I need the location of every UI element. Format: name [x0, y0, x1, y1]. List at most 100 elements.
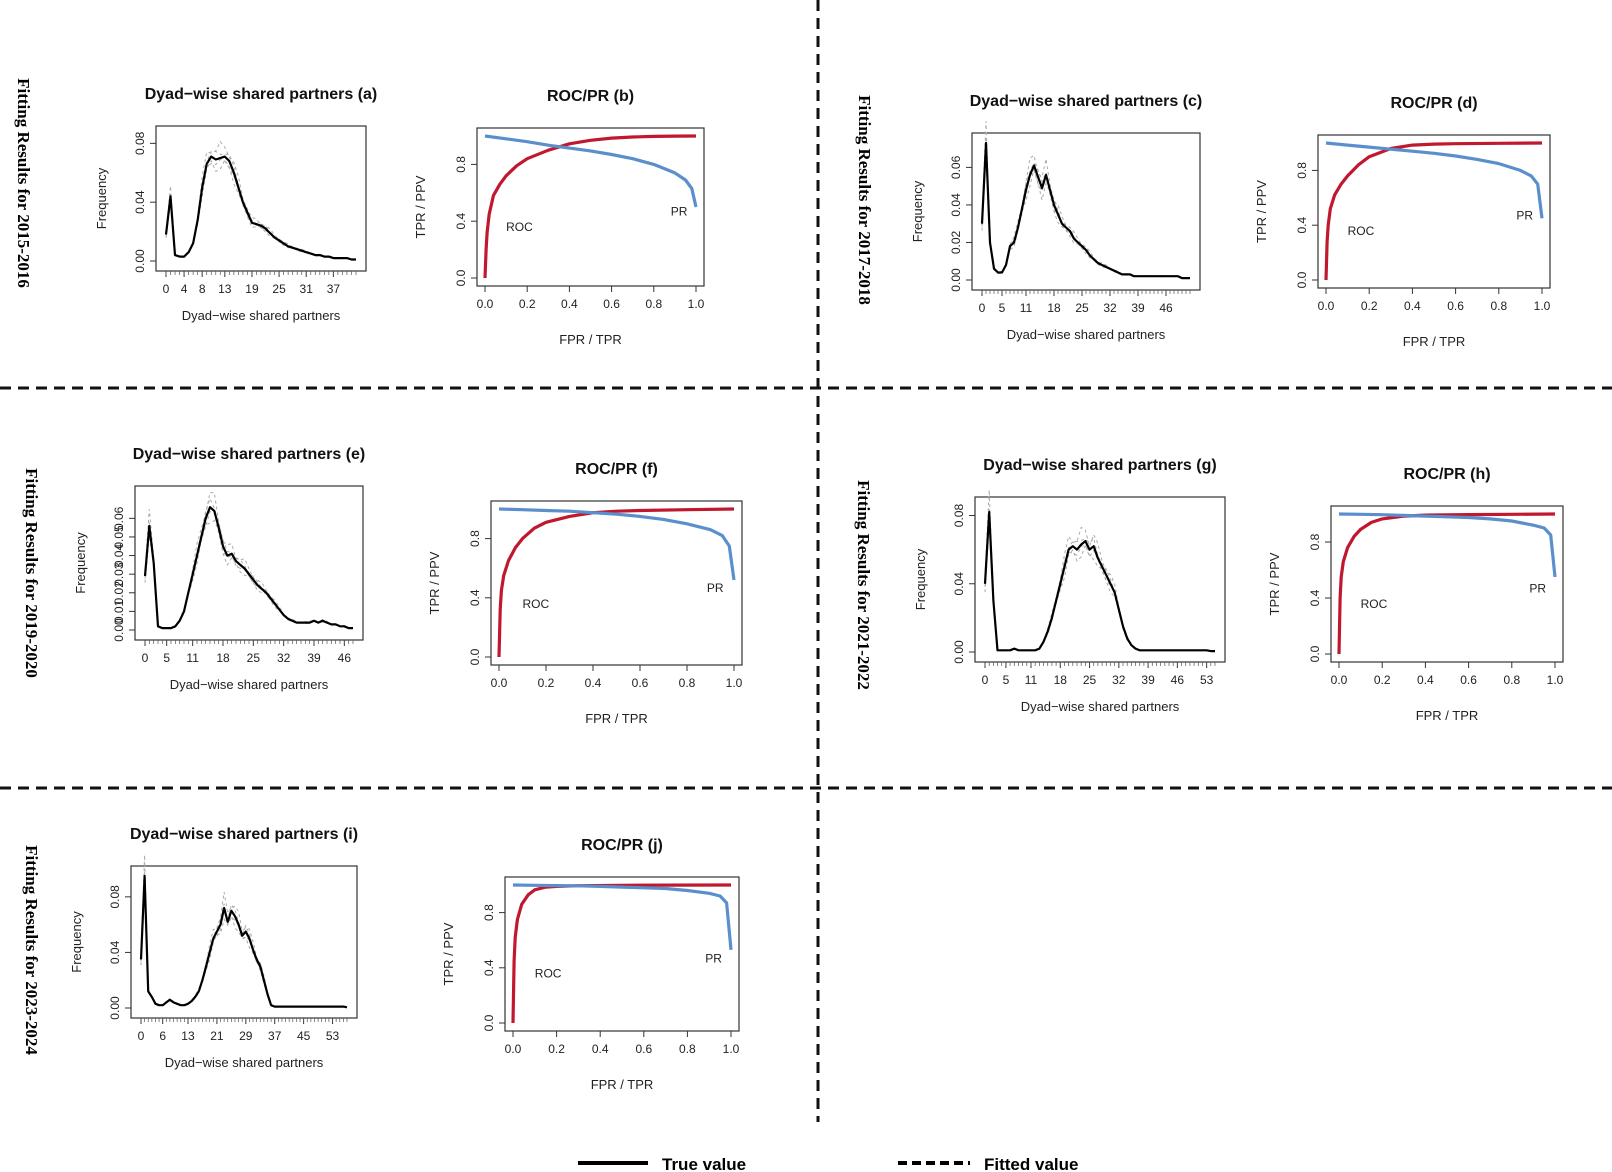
y-tick-label: 0.4: [1295, 217, 1309, 234]
fitted-value-line: [165, 150, 357, 260]
x-tick-label: 1.0: [726, 676, 743, 690]
y-tick-label: 0.00: [952, 640, 966, 664]
pr-label: PR: [1529, 581, 1546, 595]
y-tick-label: 0.0: [482, 1014, 496, 1031]
x-tick-label: 32: [1103, 301, 1117, 315]
roc-curve: [497, 507, 735, 658]
y-tick-label: 0.4: [482, 959, 496, 976]
row-label-2021-2022: Fitting Results for 2021-2022: [854, 480, 873, 690]
y-axis-label: TPR / PPV: [1267, 552, 1282, 615]
x-tick-label: 0: [138, 1029, 145, 1043]
plot-frame: [134, 485, 364, 641]
x-tick-label: 0.0: [1331, 673, 1348, 687]
fitted-value-line: [984, 526, 1215, 652]
x-tick-label: 39: [307, 651, 321, 665]
panel-title: ROC/PR (h): [1403, 466, 1490, 483]
x-tick-label: 25: [247, 651, 261, 665]
panel-d: ROC/PR (d) 0.0 0.2 0.4 0.6 0.8 1.0 0.0 0.4 0.8 FPR…: [1254, 95, 1551, 349]
fitted-value-line: [981, 138, 1190, 279]
y-tick-label: 0.02: [949, 230, 963, 254]
x-tick-label: 0: [979, 301, 986, 315]
fitted-value-line: [981, 156, 1191, 279]
x-tick-label: 0: [163, 282, 170, 296]
y-tick-label: 0.8: [482, 904, 496, 921]
fitted-value-line: [984, 489, 1215, 652]
y-axis-label: TPR / PPV: [413, 175, 428, 238]
x-tick-label: 0: [982, 673, 989, 687]
fitted-value-line: [140, 871, 348, 1008]
x-axis-label: Dyad−wise shared partners: [1021, 699, 1180, 714]
fitted-value-line: [144, 492, 354, 629]
pr-label: PR: [1516, 209, 1533, 223]
plot-frame: [490, 500, 743, 666]
x-tick-label: 32: [277, 651, 291, 665]
panel-title: ROC/PR (d): [1390, 95, 1477, 112]
x-tick-label: 1.0: [723, 1042, 740, 1056]
plot-frame: [155, 125, 367, 272]
x-axis-label: FPR / TPR: [1416, 708, 1479, 723]
x-tick-label: 0.2: [1361, 299, 1378, 313]
x-tick-label: 0.2: [538, 676, 555, 690]
x-tick-label: 0.8: [679, 676, 696, 690]
roc-curve: [1324, 141, 1543, 281]
x-tick-label: 53: [1200, 673, 1214, 687]
panel-title: Dyad−wise shared partners (e): [133, 446, 366, 463]
x-tick-label: 0.0: [1318, 299, 1335, 313]
y-axis-label: TPR / PPV: [427, 551, 442, 614]
pr-label: PR: [705, 951, 722, 965]
y-tick-label: 0.0: [468, 648, 482, 665]
fitted-value-line: [981, 121, 1191, 279]
pr-curve: [512, 883, 733, 951]
plot-frame: [974, 496, 1226, 663]
x-tick-label: 0.6: [1447, 299, 1464, 313]
x-tick-label: 0.6: [635, 1042, 652, 1056]
row-label-2017-2018: Fitting Results for 2017-2018: [855, 95, 874, 305]
x-tick-label: 46: [1171, 673, 1185, 687]
fitted-value-line: [144, 497, 353, 629]
x-tick-label: 4: [181, 282, 188, 296]
x-axis-label: FPR / TPR: [591, 1077, 654, 1092]
panel-title: Dyad−wise shared partners (i): [130, 826, 358, 843]
roc-label: ROC: [523, 597, 550, 611]
y-tick-label: 0.06: [112, 506, 126, 530]
panel-j: ROC/PR (j) 0.0 0.2 0.4 0.6 0.8 1.0 0.0 0.4 0.8 FPR…: [441, 837, 740, 1092]
row-label-2015-2016: Fitting Results for 2015-2016: [14, 78, 33, 288]
plot-frame: [476, 127, 705, 287]
x-tick-label: 46: [1159, 301, 1173, 315]
x-axis-label: FPR / TPR: [1403, 334, 1466, 349]
roc-curve: [1337, 512, 1556, 655]
panel-title: ROC/PR (b): [547, 88, 634, 105]
y-tick-label: 0.4: [454, 213, 468, 230]
x-tick-label: 18: [1054, 673, 1068, 687]
true-value-line: [980, 141, 1190, 280]
x-tick-label: 8: [199, 282, 206, 296]
x-tick-label: 0.8: [679, 1042, 696, 1056]
y-tick-label: 0.00: [108, 996, 122, 1020]
panel-h: ROC/PR (h) 0.0 0.2 0.4 0.6 0.8 1.0 0.0 0.4 0.8 FPR…: [1267, 466, 1564, 723]
y-tick-label: 0.04: [108, 940, 122, 964]
x-tick-label: 53: [326, 1029, 340, 1043]
plot-frame: [1330, 505, 1564, 663]
roc-label: ROC: [535, 966, 562, 980]
y-tick-label: 0.00: [112, 618, 126, 642]
y-tick-label: 0.06: [949, 155, 963, 179]
fitted-value-line: [165, 158, 357, 261]
x-tick-label: 37: [327, 282, 341, 296]
fitted-value-line: [140, 889, 348, 1008]
pr-curve: [1325, 141, 1544, 219]
x-tick-label: 11: [1025, 673, 1038, 687]
panel-title: ROC/PR (j): [581, 837, 663, 854]
x-tick-label: 1.0: [1547, 673, 1564, 687]
fitted-value-line: [144, 510, 354, 629]
y-axis-label: TPR / PPV: [441, 922, 456, 985]
pr-label: PR: [671, 205, 688, 219]
fitted-value-line: [140, 854, 348, 1008]
y-tick-label: 0.04: [949, 193, 963, 217]
roc-label: ROC: [1361, 597, 1388, 611]
fitted-value-line: [981, 144, 1191, 279]
y-tick-label: 0.8: [1295, 162, 1309, 179]
x-tick-label: 39: [1141, 673, 1155, 687]
x-tick-label: 0.0: [491, 676, 508, 690]
y-tick-label: 0.0: [454, 269, 468, 286]
